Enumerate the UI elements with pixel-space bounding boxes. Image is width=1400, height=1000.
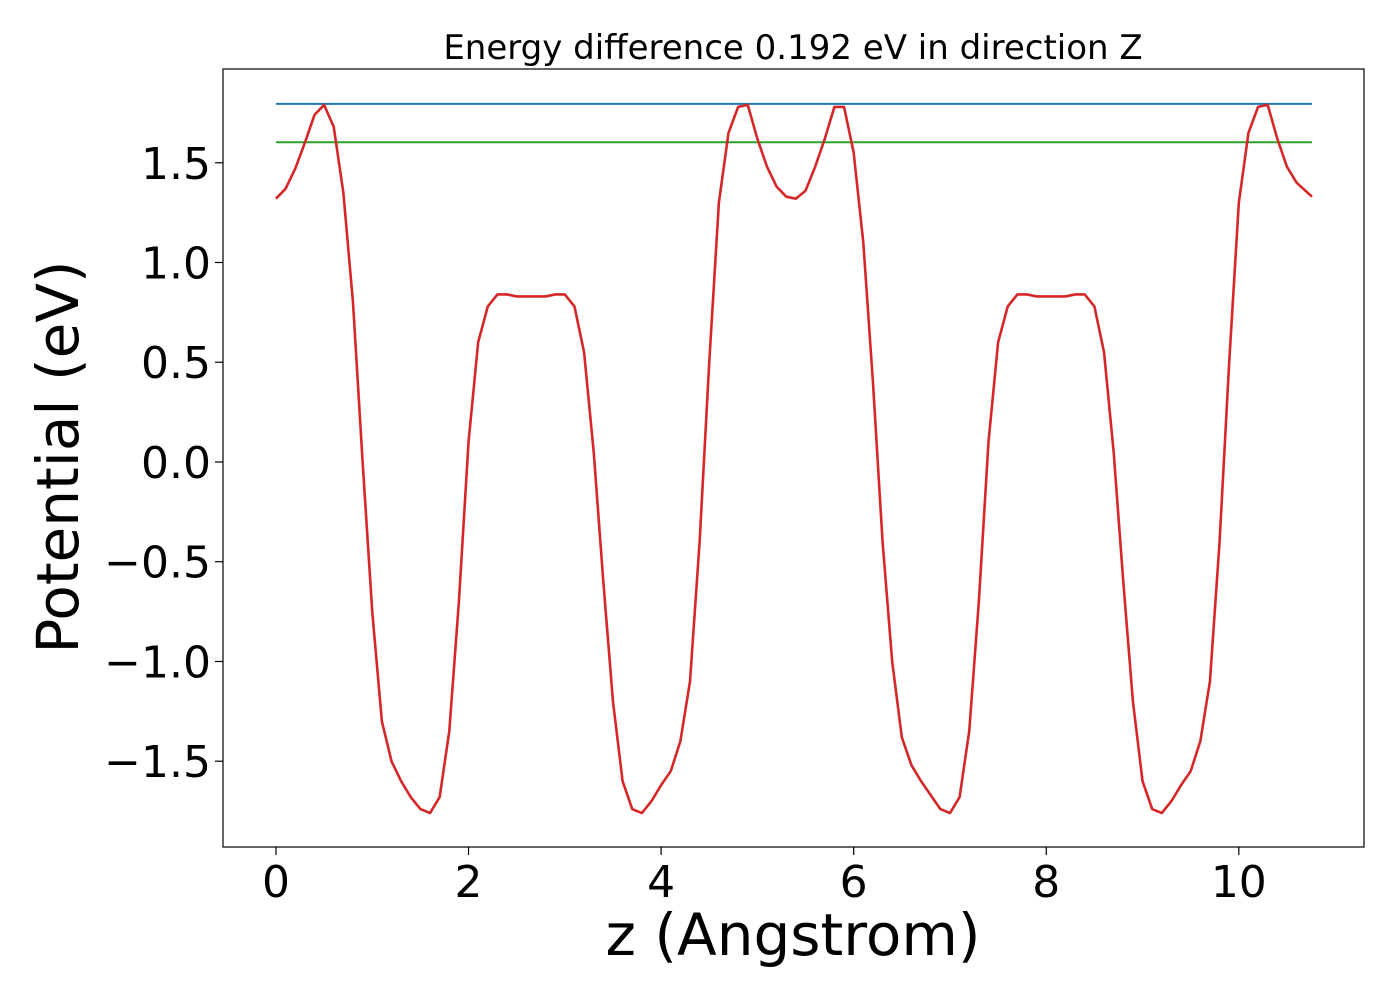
x-tick-label: 2 xyxy=(455,857,483,908)
y-tick-label: 1.5 xyxy=(141,139,211,190)
x-tick-label: 4 xyxy=(647,857,675,908)
y-tick-label: 1.0 xyxy=(141,239,211,290)
y-tick-label: 0.0 xyxy=(141,438,211,489)
y-axis: 1.5 1.0 0.5 0.0 −0.5 −1.0 −1.5 xyxy=(104,139,223,788)
x-tick-label: 10 xyxy=(1211,857,1267,908)
x-axis-title: z (Angstrom) xyxy=(606,901,981,969)
x-axis: 0 2 4 6 8 10 xyxy=(262,847,1267,908)
series-layer xyxy=(275,102,1313,815)
y-tick-label: −0.5 xyxy=(104,538,211,589)
y-tick-label: 0.5 xyxy=(141,338,211,389)
plot-frame xyxy=(222,68,1365,848)
y-tick-label: −1.0 xyxy=(104,637,211,688)
x-tick-label: 6 xyxy=(840,857,868,908)
series-line-3 xyxy=(275,103,1313,815)
chart-title: Energy difference 0.192 eV in direction … xyxy=(443,28,1142,68)
y-tick-label: −1.5 xyxy=(104,737,211,788)
y-axis-title: Potential (eV) xyxy=(24,260,92,653)
x-tick-label: 0 xyxy=(262,857,290,908)
x-tick-label: 8 xyxy=(1032,857,1060,908)
